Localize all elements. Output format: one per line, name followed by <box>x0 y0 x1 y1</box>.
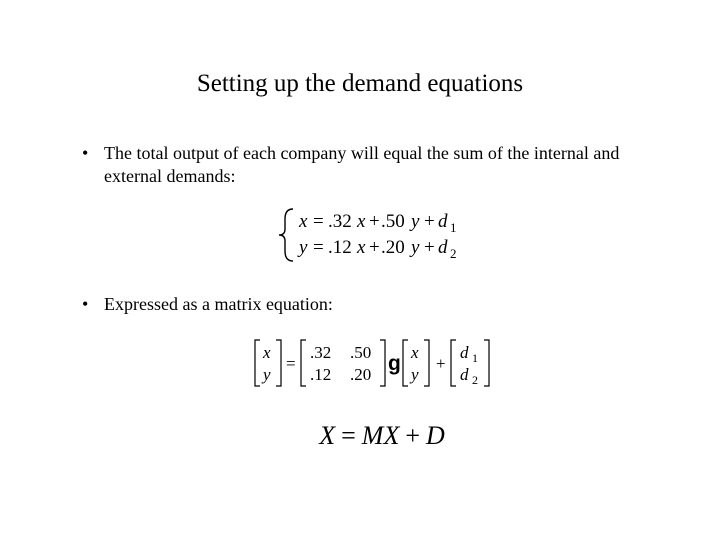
sys-r2-lhs: y <box>297 237 308 258</box>
mat-d1v: d <box>460 365 469 384</box>
sys-r2-d: d <box>438 237 448 258</box>
slide: Setting up the demand equations The tota… <box>0 0 720 540</box>
final-d: D <box>426 420 445 453</box>
equation-system: x = .32 x + .50 y + d 1 y = .12 <box>104 205 660 265</box>
final-plus: + <box>399 420 426 453</box>
final-lhs: X <box>319 420 335 453</box>
sys-yvar2: y <box>409 237 420 258</box>
equation-final: X = M X + D <box>104 420 660 453</box>
final-m: M <box>362 420 384 453</box>
mat-m11: .20 <box>350 365 371 384</box>
sys-r2-dsub: 2 <box>450 246 457 261</box>
svg-text:+: + <box>436 354 446 373</box>
bullet-item: The total output of each company will eq… <box>82 142 660 265</box>
sys-xvar2: x <box>356 237 366 258</box>
sys-yvar1: y <box>409 211 420 232</box>
mat-d0v: d <box>460 343 469 362</box>
mat-m00: .32 <box>310 343 331 362</box>
bullet-text: Expressed as a matrix equation: <box>104 294 333 314</box>
mat-m01: .50 <box>350 343 371 362</box>
svg-text:=: = <box>313 211 324 232</box>
sys-r1-lhs: x <box>298 211 308 232</box>
mat-d1s: 2 <box>472 373 478 387</box>
mat-vl-1: y <box>261 365 271 384</box>
mat-vl-0: x <box>262 343 271 362</box>
equation-matrix: x y = .32 .50 .12 .20 g <box>104 334 660 392</box>
center-glyph-icon: g <box>388 352 401 375</box>
svg-text:=: = <box>313 237 324 258</box>
final-eq: = <box>335 420 362 453</box>
bullet-list: The total output of each company will eq… <box>60 142 660 452</box>
slide-title: Setting up the demand equations <box>60 70 660 98</box>
sys-r1-a: .32 <box>328 211 352 232</box>
svg-text:+: + <box>424 237 435 258</box>
bullet-item: Expressed as a matrix equation: x y = <box>82 293 660 452</box>
svg-text:+: + <box>369 211 380 232</box>
svg-text:+: + <box>369 237 380 258</box>
mat-d0s: 1 <box>472 351 478 365</box>
final-x: X <box>383 420 399 453</box>
mat-m10: .12 <box>310 365 331 384</box>
sys-r1-d: d <box>438 211 448 232</box>
sys-r1-dsub: 1 <box>450 220 457 235</box>
svg-text:+: + <box>424 211 435 232</box>
mat-vm-0: x <box>410 343 419 362</box>
mat-vm-1: y <box>409 365 419 384</box>
bullet-text: The total output of each company will eq… <box>104 143 619 186</box>
svg-text:=: = <box>286 354 296 373</box>
sys-r2-b: .20 <box>381 237 405 258</box>
sys-r2-a: .12 <box>328 237 352 258</box>
sys-r1-b: .50 <box>381 211 405 232</box>
sys-xvar1: x <box>356 211 366 232</box>
